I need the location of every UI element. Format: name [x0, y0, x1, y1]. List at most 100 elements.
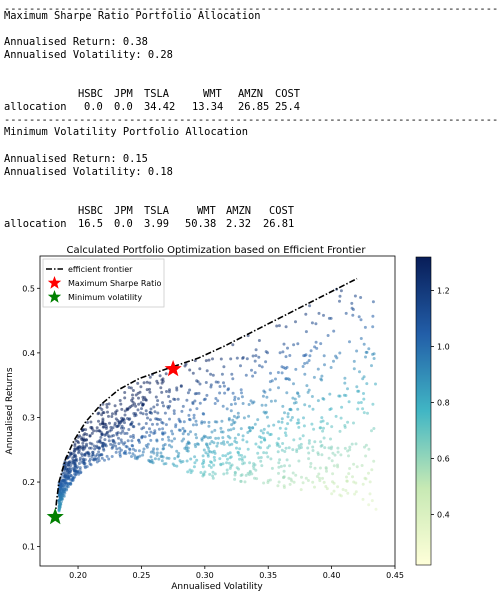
scatter-point — [105, 405, 109, 409]
scatter-point — [225, 468, 229, 472]
scatter-point — [323, 446, 327, 450]
scatter-point — [277, 471, 280, 475]
scatter-point — [305, 384, 309, 388]
scatter-point — [175, 464, 179, 468]
scatter-point — [179, 384, 183, 388]
table-col-header: AMZN — [226, 205, 252, 217]
legend-max-sharpe-label: Maximum Sharpe Ratio — [68, 279, 161, 288]
scatter-point — [205, 369, 209, 373]
scatter-point — [245, 440, 249, 444]
scatter-point — [84, 438, 88, 442]
scatter-point — [323, 363, 326, 367]
scatter-point — [371, 325, 375, 329]
scatter-point — [219, 426, 223, 430]
scatter-point — [77, 451, 80, 455]
scatter-point — [286, 412, 290, 416]
scatter-point — [237, 397, 240, 401]
scatter-point — [277, 465, 281, 469]
scatter-point — [353, 492, 357, 496]
scatter-point — [92, 444, 96, 448]
scatter-point — [347, 472, 351, 476]
scatter-point — [155, 451, 159, 455]
scatter-point — [113, 423, 117, 427]
scatter-point — [96, 440, 100, 444]
scatter-point — [297, 459, 301, 463]
scatter-point — [109, 442, 113, 446]
scatter-point — [63, 487, 67, 491]
table-cell: 16.5 — [78, 218, 104, 230]
scatter-point — [319, 444, 323, 448]
scatter-point — [347, 454, 350, 458]
scatter-point — [136, 391, 140, 395]
scatter-point — [211, 470, 215, 474]
scatter-point — [282, 486, 286, 489]
scatter-point — [227, 428, 230, 432]
scatter-point — [207, 449, 211, 453]
scatter-point — [322, 354, 326, 358]
scatter-point — [137, 396, 140, 400]
scatter-point — [204, 359, 208, 363]
scatter-point — [138, 440, 141, 444]
scatter-point — [372, 357, 376, 360]
scatter-point — [313, 466, 317, 470]
scatter-point — [285, 391, 289, 395]
scatter-point — [332, 329, 336, 333]
scatter-point — [253, 371, 257, 375]
legend: efficient frontier Maximum Sharpe Ratio … — [42, 258, 165, 308]
scatter-point — [82, 437, 86, 441]
scatter-point — [238, 457, 241, 461]
legend-max-sharpe-star — [47, 276, 62, 289]
scatter-point — [102, 448, 106, 452]
scatter-point — [231, 343, 235, 347]
scatter-point — [313, 440, 317, 444]
scatter-point — [205, 393, 209, 397]
scatter-point — [307, 439, 311, 443]
scatter-point — [161, 421, 165, 425]
scatter-point — [212, 441, 216, 445]
scatter-point — [230, 463, 234, 467]
scatter-point — [284, 434, 288, 437]
scatter-point — [325, 487, 329, 491]
scatter-point — [245, 357, 249, 361]
scatter-point — [65, 475, 69, 479]
scatter-point — [163, 411, 167, 415]
table-cell: 0.0 — [84, 101, 103, 113]
scatter-point — [346, 491, 350, 495]
scatter-point — [124, 452, 128, 456]
scatter-point — [254, 348, 258, 352]
scatter-point — [264, 360, 268, 364]
scatter-point — [281, 404, 285, 408]
scatter-point — [86, 421, 89, 424]
scatter-point — [186, 470, 190, 474]
scatter-point — [289, 407, 292, 411]
scatter-point — [120, 416, 124, 420]
scatter-point — [221, 436, 225, 440]
scatter-point — [114, 450, 118, 454]
scatter-point — [278, 351, 282, 355]
scatter-point — [239, 364, 242, 368]
scatter-point — [73, 453, 77, 457]
scatter-point — [301, 434, 305, 438]
scatter-point — [279, 464, 283, 468]
scatter-point — [85, 444, 88, 448]
scatter-point — [167, 443, 171, 447]
scatter-point — [276, 442, 280, 446]
scatter-point — [284, 355, 288, 359]
scatter-point — [109, 425, 113, 429]
scatter-point — [339, 453, 343, 457]
scatter-point — [146, 416, 149, 420]
scatter-point — [218, 391, 222, 395]
legend-box — [42, 258, 165, 308]
scatter-point — [238, 447, 242, 451]
scatter-point — [199, 471, 203, 474]
scatter-point — [67, 467, 70, 471]
scatter-point — [233, 436, 237, 440]
scatter-point — [161, 437, 164, 441]
scatter-point — [239, 427, 243, 431]
min-volatility-star — [46, 507, 64, 525]
scatter-point — [304, 476, 308, 480]
scatter-point — [277, 437, 281, 441]
scatter-point — [283, 411, 286, 415]
scatter-point — [207, 464, 211, 467]
scatter-point — [348, 467, 352, 470]
